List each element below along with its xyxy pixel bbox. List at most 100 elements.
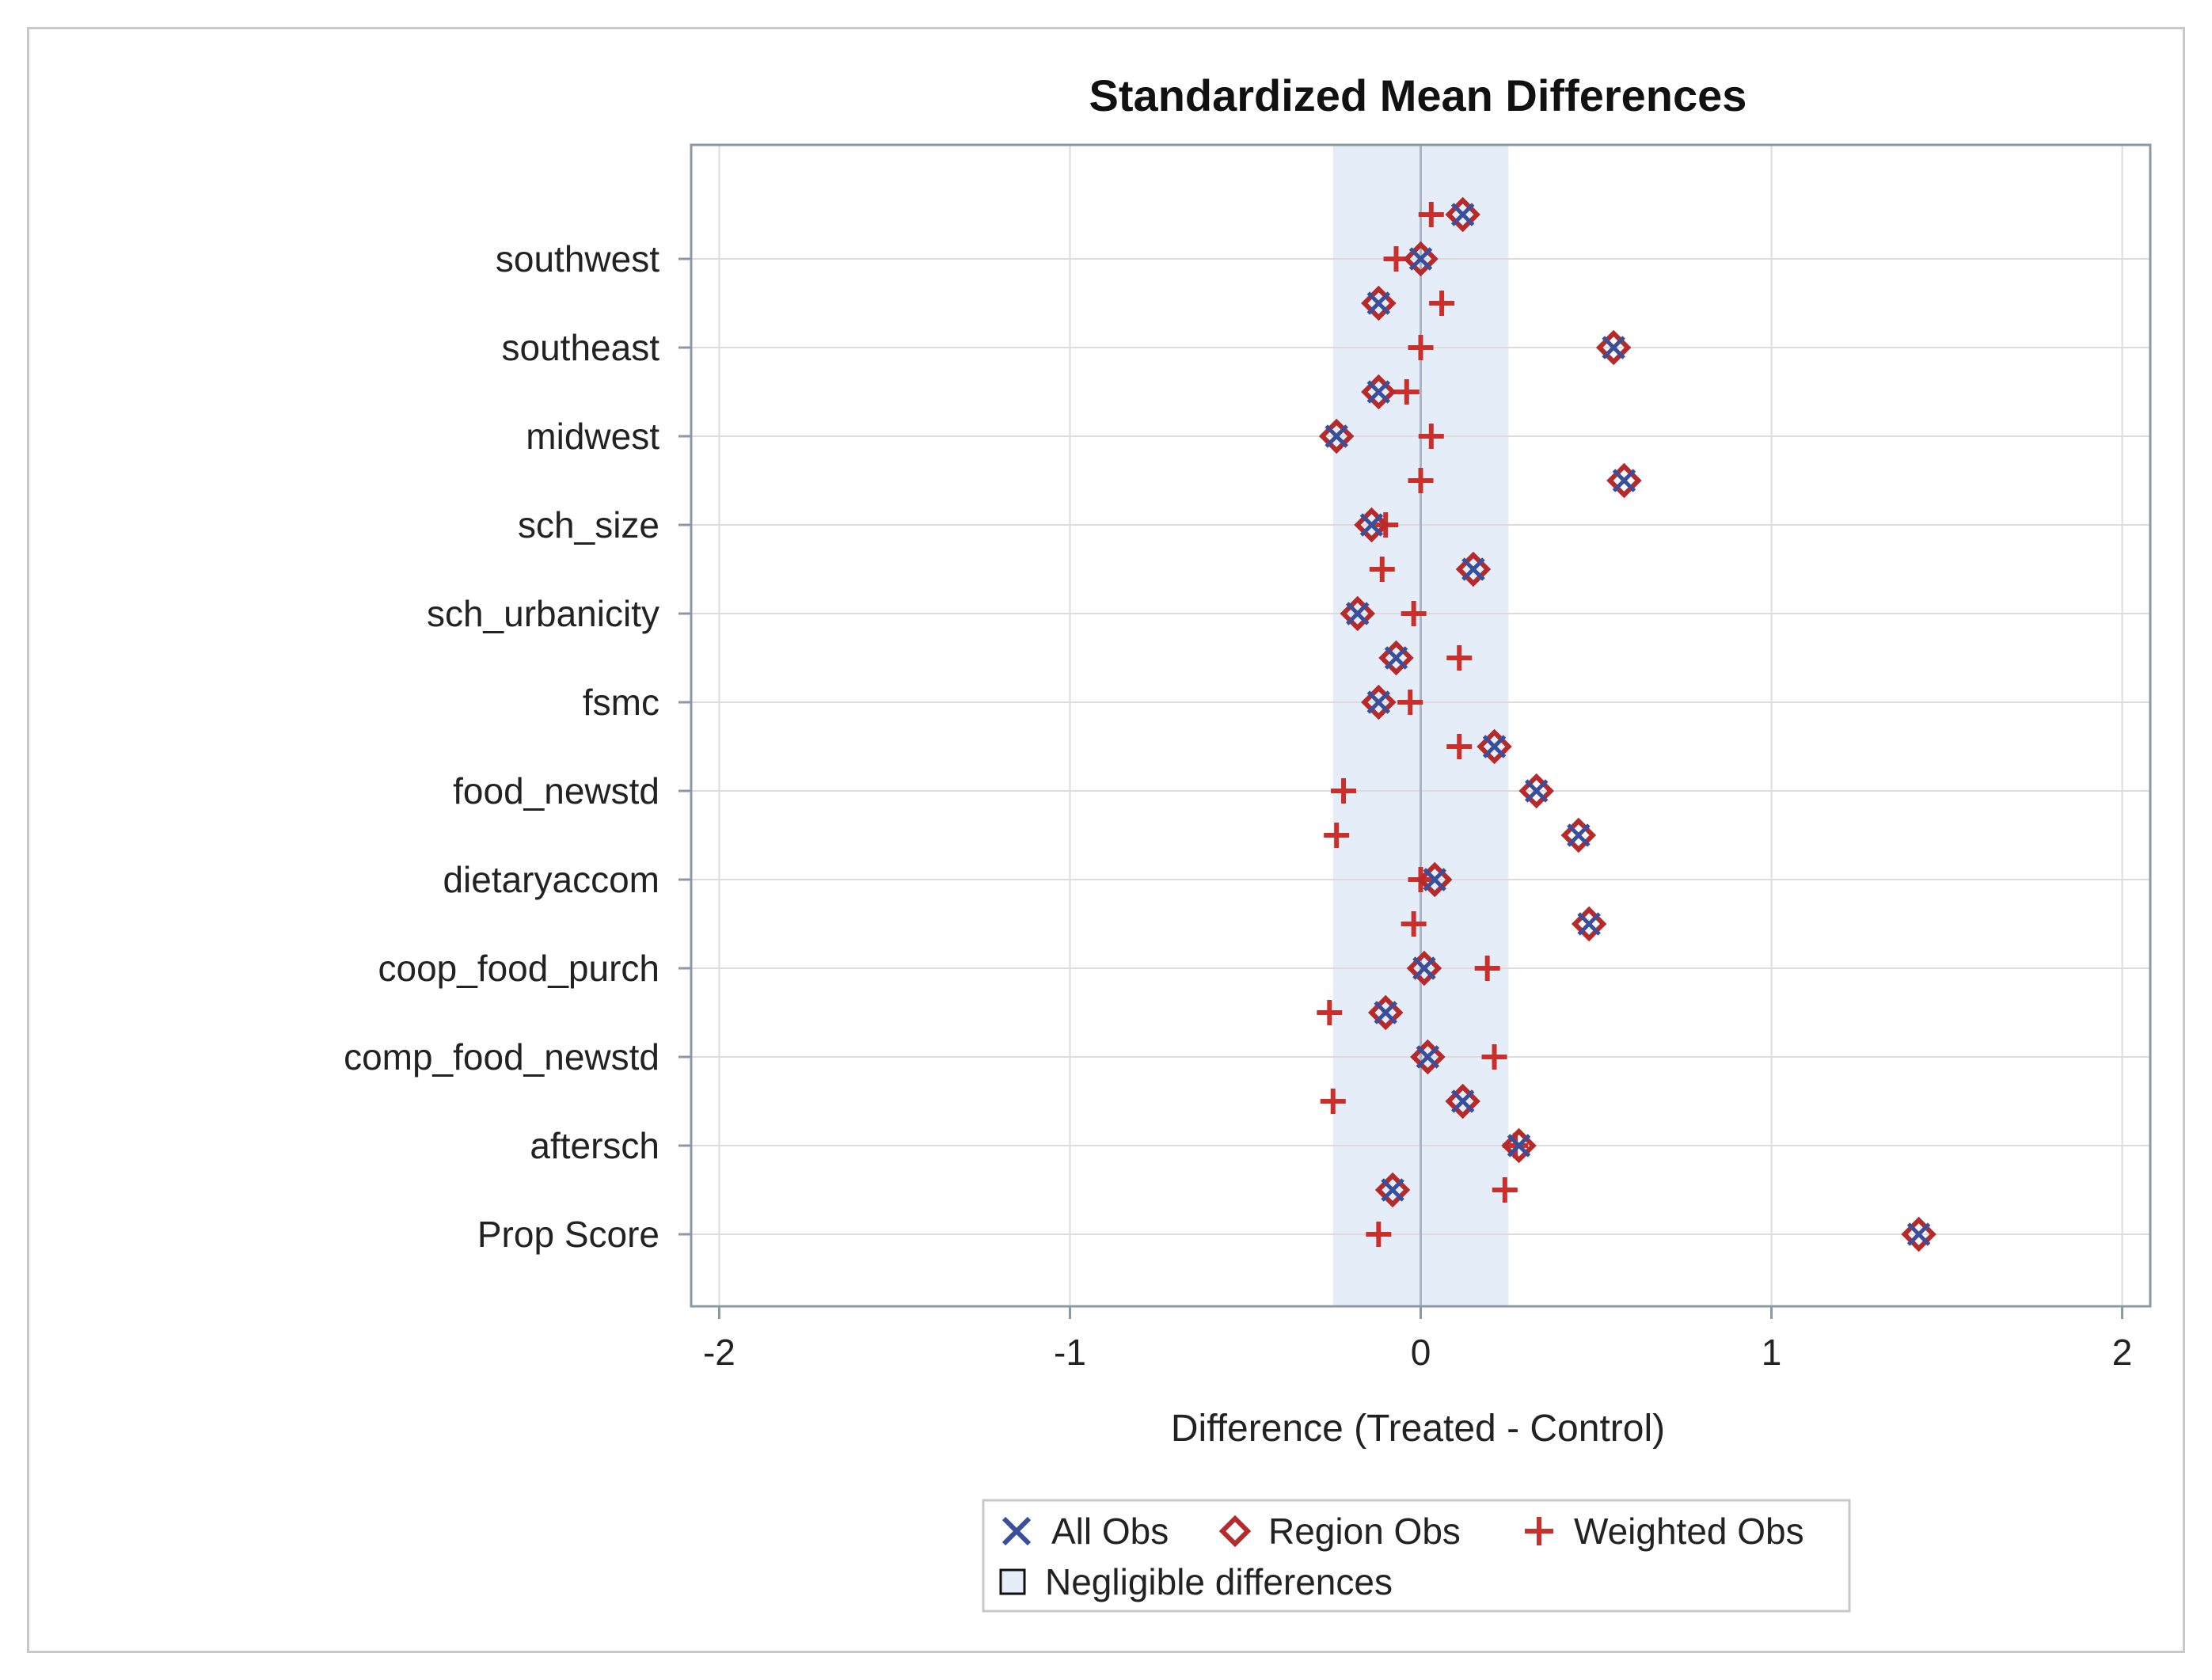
x-tick-label: 0 [1411, 1332, 1431, 1373]
point-weighted-obs [1408, 468, 1434, 493]
point-region-obs [1374, 1172, 1411, 1208]
point-weighted-obs [1393, 379, 1420, 405]
x-tick-label: 1 [1762, 1332, 1782, 1373]
x-axis-label: Difference (Treated - Control) [1171, 1408, 1665, 1450]
point-all-obs [1567, 823, 1591, 847]
point-region-obs [1354, 507, 1389, 543]
point-all-obs [1374, 1001, 1397, 1024]
y-tick-label: southeast [502, 327, 660, 368]
point-all-obs [1482, 735, 1507, 758]
point-all-obs [1906, 1222, 1931, 1246]
point-all-obs [1524, 779, 1549, 803]
point-all-obs [1381, 1178, 1404, 1202]
point-all-obs [1577, 912, 1601, 936]
point-all-obs [1412, 956, 1436, 980]
point-all-obs [1359, 513, 1384, 537]
legend-label-all-obs: All Obs [1051, 1511, 1169, 1552]
chart-title: Standardized Mean Differences [1089, 70, 1747, 120]
point-region-obs [1416, 861, 1453, 898]
point-all-obs [1602, 336, 1625, 359]
point-region-obs [1361, 374, 1397, 410]
point-region-obs [1410, 1039, 1446, 1075]
point-region-obs [1595, 329, 1632, 366]
point-weighted-obs [1331, 778, 1357, 804]
point-all-obs [1366, 690, 1391, 714]
point-weighted-obs [1401, 911, 1427, 937]
point-all-obs [1461, 557, 1485, 581]
point-region-obs [1501, 1127, 1537, 1164]
point-all-obs [1416, 1045, 1440, 1069]
y-tick-label: midwest [526, 416, 659, 457]
y-tick-label: food_newstd [453, 770, 659, 811]
point-region-obs [1606, 462, 1642, 499]
y-tick-label: fsmc [583, 682, 659, 723]
point-region-obs [1318, 418, 1355, 454]
point-all-obs [1366, 380, 1391, 404]
legend-label-region-obs: Region Obs [1268, 1511, 1461, 1552]
point-region-obs [1571, 906, 1607, 942]
x-tick-label: 2 [2112, 1332, 2133, 1373]
point-region-obs [1455, 551, 1492, 587]
legend-label-negligible: Negligible differences [1045, 1561, 1393, 1602]
x-tick-label: -2 [703, 1332, 735, 1373]
point-region-obs [1340, 595, 1375, 632]
point-weighted-obs [1474, 956, 1500, 981]
legend-region-obs-icon [1218, 1515, 1252, 1548]
y-tick-label: comp_food_newstd [344, 1036, 659, 1078]
point-all-obs [1423, 868, 1446, 891]
point-all-obs [1507, 1134, 1531, 1157]
point-region-obs [1378, 640, 1414, 676]
point-weighted-obs [1397, 690, 1423, 715]
point-weighted-obs [1366, 1222, 1392, 1247]
point-weighted-obs [1317, 1000, 1343, 1025]
point-weighted-obs [1401, 601, 1427, 626]
point-region-obs [1901, 1216, 1936, 1252]
y-tick-label: southwest [496, 238, 659, 279]
y-tick-label: sch_urbanicity [427, 593, 659, 634]
y-tick-label: sch_size [518, 504, 659, 545]
point-all-obs [1408, 247, 1433, 271]
point-weighted-obs [1320, 1089, 1346, 1114]
point-all-obs [1450, 1089, 1475, 1113]
y-tick-label: dietaryaccom [443, 859, 659, 900]
legend-negligible-icon [999, 1568, 1026, 1595]
point-weighted-obs [1492, 1177, 1518, 1203]
points-layer [1317, 196, 1936, 1252]
legend-box [982, 1499, 1851, 1613]
point-region-obs [1361, 684, 1397, 720]
x-tick-label: -1 [1054, 1332, 1086, 1373]
point-region-obs [1560, 817, 1597, 853]
point-region-obs [1445, 196, 1480, 233]
point-all-obs [1325, 424, 1348, 448]
point-all-obs [1345, 602, 1370, 625]
point-weighted-obs [1418, 424, 1444, 449]
point-weighted-obs [1446, 734, 1473, 759]
y-tick-label: coop_food_purch [378, 948, 659, 989]
point-weighted-obs [1446, 645, 1473, 671]
point-weighted-obs [1369, 557, 1395, 582]
point-weighted-obs [1408, 335, 1434, 360]
point-weighted-obs [1324, 823, 1350, 848]
legend-label-weighted-obs: Weighted Obs [1574, 1511, 1804, 1552]
legend-all-obs-icon [1001, 1516, 1032, 1546]
point-weighted-obs [1481, 1044, 1507, 1070]
point-region-obs [1403, 241, 1439, 277]
point-all-obs [1612, 469, 1636, 492]
legend: All Obs Region Obs Weighted Obs Negligib… [982, 1499, 1851, 1613]
point-all-obs [1450, 203, 1475, 226]
point-region-obs [1367, 994, 1404, 1031]
y-tick-label: Prop Score [477, 1214, 659, 1255]
point-all-obs [1384, 646, 1408, 670]
axis-layer: southwest southeast midwest sch_size sch_urb… [344, 143, 2152, 1373]
point-weighted-obs [1429, 291, 1455, 316]
point-weighted-obs [1418, 202, 1444, 227]
point-region-obs [1361, 285, 1397, 321]
legend-weighted-obs-icon [1525, 1517, 1553, 1545]
point-region-obs [1518, 773, 1554, 809]
y-tick-label: aftersch [530, 1125, 659, 1166]
point-region-obs [1406, 950, 1442, 986]
point-region-obs [1477, 728, 1512, 765]
point-all-obs [1366, 291, 1391, 315]
point-region-obs [1445, 1083, 1480, 1119]
